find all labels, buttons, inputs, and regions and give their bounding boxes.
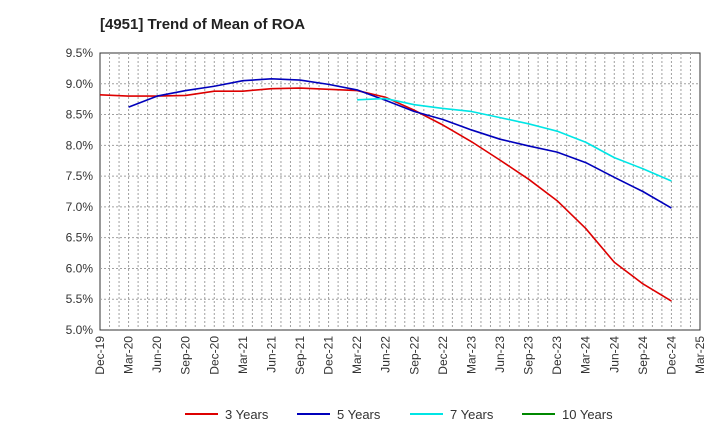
y-tick-label: 8.0%: [66, 138, 94, 152]
y-tick-label: 6.5%: [66, 231, 94, 245]
chart-title: [4951] Trend of Mean of ROA: [100, 16, 305, 33]
y-tick-label: 7.0%: [66, 200, 94, 214]
x-tick-label: Sep-23: [522, 336, 536, 375]
y-tick-label: 9.5%: [66, 46, 94, 60]
x-tick-label: Mar-24: [579, 336, 593, 374]
y-tick-label: 7.5%: [66, 169, 94, 183]
series-line-5-years: [128, 78, 672, 209]
x-tick-label: Mar-20: [122, 336, 136, 374]
y-tick-label: 9.0%: [66, 77, 94, 91]
series-line-3-years: [99, 87, 672, 302]
legend-label: 3 Years: [225, 407, 269, 422]
x-tick-label: Mar-23: [464, 336, 478, 374]
x-tick-label: Sep-21: [293, 336, 307, 375]
x-tick-label: Dec-23: [550, 336, 564, 375]
y-tick-label: 8.5%: [66, 108, 94, 122]
x-tick-label: Jun-21: [264, 336, 278, 373]
x-tick-label: Jun-20: [150, 336, 164, 373]
x-tick-label: Jun-22: [379, 336, 393, 373]
plot-area: [99, 52, 701, 331]
x-tick-label: Mar-22: [350, 336, 364, 374]
x-tick-label: Sep-22: [407, 336, 421, 375]
series-line-7-years: [357, 97, 672, 182]
x-tick-label: Dec-19: [93, 336, 107, 375]
y-tick-label: 6.0%: [66, 261, 94, 275]
x-tick-label: Jun-23: [493, 336, 507, 373]
x-tick-label: Dec-20: [207, 336, 221, 375]
x-tick-label: Sep-20: [179, 336, 193, 375]
legend-label: 7 Years: [450, 407, 494, 422]
x-tick-label: Dec-21: [322, 336, 336, 375]
x-tick-label: Sep-24: [636, 336, 650, 375]
x-tick-label: Mar-25: [693, 336, 707, 374]
x-tick-label: Mar-21: [236, 336, 250, 374]
x-tick-label: Dec-24: [664, 336, 678, 375]
legend-label: 10 Years: [562, 407, 613, 422]
x-tick-label: Jun-24: [607, 336, 621, 373]
y-tick-label: 5.0%: [66, 323, 94, 337]
legend-label: 5 Years: [337, 407, 381, 422]
x-tick-label: Dec-22: [436, 336, 450, 375]
y-tick-label: 5.5%: [66, 292, 94, 306]
